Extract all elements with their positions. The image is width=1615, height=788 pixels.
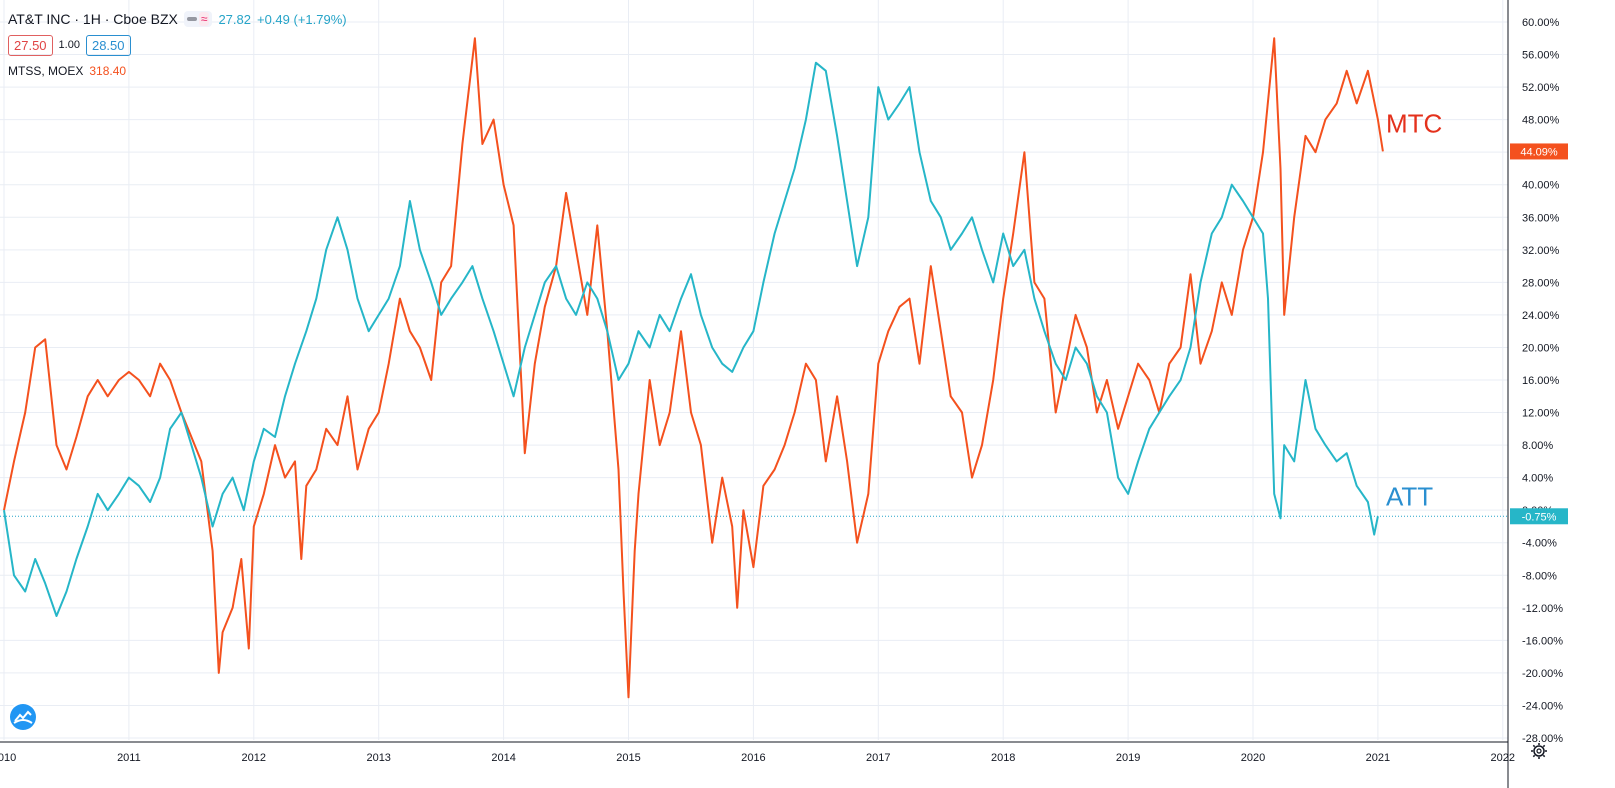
last-price: 27.82: [218, 11, 251, 27]
y-tick-label: -4.00%: [1522, 538, 1557, 550]
y-tick-label: 12.00%: [1522, 408, 1560, 420]
series-line-mtc[interactable]: [3, 37, 1384, 699]
x-tick-label: 2015: [616, 752, 640, 764]
x-tick-label: 2020: [1241, 752, 1265, 764]
x-tick-label: 2019: [1116, 752, 1140, 764]
last-value-badge-att: [1510, 508, 1568, 525]
y-tick-label: 40.00%: [1522, 180, 1560, 192]
x-tick-label: 2012: [242, 752, 266, 764]
x-tick-label: 2010: [0, 752, 16, 764]
y-tick-label: 60.00%: [1522, 17, 1560, 29]
y-tick-label: 20.00%: [1522, 342, 1560, 354]
y-tick-label: 8.00%: [1522, 440, 1553, 452]
y-tick-label: 16.00%: [1522, 375, 1560, 387]
compare-symbol[interactable]: MTSS, MOEX: [8, 64, 84, 78]
y-tick-label: 56.00%: [1522, 50, 1560, 62]
y-tick-label: 4.00%: [1522, 473, 1553, 485]
bid-price[interactable]: 27.50: [8, 34, 53, 56]
y-tick-label: 52.00%: [1522, 82, 1560, 94]
y-tick-label: -20.00%: [1522, 668, 1563, 680]
symbol-title[interactable]: AT&T INC · 1H · Cboe BZX: [8, 11, 178, 27]
y-tick-label: 28.00%: [1522, 277, 1560, 289]
wave-icon[interactable]: ≈: [198, 12, 210, 26]
main-symbol-row: AT&T INC · 1H · Cboe BZX ≈ 27.82 +0.49 (…: [8, 8, 347, 30]
x-tick-label: 2014: [491, 752, 515, 764]
legend-panel: AT&T INC · 1H · Cboe BZX ≈ 27.82 +0.49 (…: [8, 8, 347, 82]
y-tick-label: -8.00%: [1522, 570, 1557, 582]
x-tick-label: 2011: [117, 752, 141, 764]
y-tick-label: -12.00%: [1522, 603, 1563, 615]
eye-icon[interactable]: [186, 17, 197, 21]
x-tick-label: 2016: [741, 752, 765, 764]
ask-price[interactable]: 28.50: [85, 34, 131, 56]
y-tick-label: 36.00%: [1522, 212, 1560, 224]
x-tick-label: 2022: [1491, 752, 1515, 764]
tradingview-logo-icon[interactable]: [8, 702, 38, 732]
gear-icon[interactable]: [1528, 740, 1550, 762]
y-tick-label: -28.00%: [1522, 733, 1563, 745]
y-tick-label: -24.00%: [1522, 700, 1563, 712]
x-tick-label: 2017: [866, 752, 890, 764]
price-change: +0.49 (+1.79%): [257, 11, 347, 27]
y-tick-label: 32.00%: [1522, 245, 1560, 257]
visibility-toggle[interactable]: ≈: [183, 11, 213, 27]
x-tick-label: 2018: [991, 752, 1015, 764]
last-value-label-mtc: 44.09%: [1520, 146, 1558, 158]
y-tick-label: 24.00%: [1522, 310, 1560, 322]
y-tick-label: -16.00%: [1522, 635, 1563, 647]
last-value-label-att: -0.75%: [1522, 511, 1557, 523]
x-tick-label: 2013: [366, 752, 390, 764]
series-tag-mtc: MTC: [1386, 109, 1442, 139]
x-tick-label: 2021: [1366, 752, 1390, 764]
series-line-att[interactable]: [3, 61, 1379, 617]
bid-ask-row: 27.50 1.00 28.50: [8, 34, 347, 56]
compare-value: 318.40: [89, 64, 127, 78]
y-tick-label: 48.00%: [1522, 115, 1560, 127]
series-tag-att: ATT: [1386, 481, 1433, 511]
spread-value: 1.00: [58, 39, 80, 51]
last-value-badge-mtc: [1510, 143, 1568, 160]
compare-symbol-row: MTSS, MOEX 318.40: [8, 60, 347, 82]
